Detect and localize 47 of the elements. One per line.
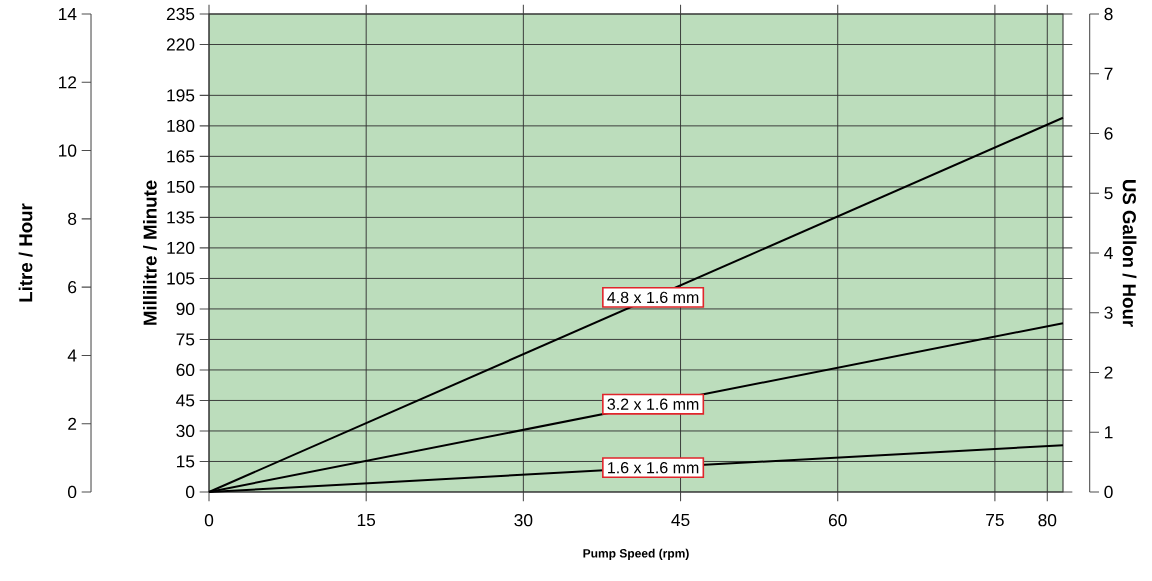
y2-tick-label: 7 [1104,67,1113,80]
y-tick-label: 180 [167,119,195,132]
y2-tick-label: 0 [1104,485,1113,499]
y-tick-label: 135 [167,211,195,224]
x-tick-label: 75 [986,514,1004,527]
y3-tick-label: 8 [68,212,77,225]
y2-tick-label: 2 [1104,366,1113,379]
y-tick-label: 165 [167,150,195,163]
y2-tick-label: 3 [1104,306,1113,319]
y-tick-label: 90 [176,302,195,316]
y-tick-label: 195 [167,89,195,102]
y3-tick-label: 0 [68,485,77,499]
y2-tick-label: 8 [1104,7,1113,21]
x-tick-label: 15 [357,514,376,527]
y-tick-label: 220 [166,38,195,51]
y-tick-label: 30 [176,424,195,438]
y2-axis-title: US Gallon / Hour [1122,179,1137,327]
y-tick-label: 60 [176,363,195,377]
y-tick-label: 235 [166,7,195,21]
y3-tick-label: 4 [67,349,77,362]
y3-tick-label: 14 [59,8,77,20]
y-axis-title: Millilitre / Minute [142,180,157,325]
y-tick-label: 120 [167,241,195,255]
x-tick-label: 0 [204,514,214,527]
y3-tick-label: 6 [68,280,77,294]
y-tick-label: 15 [177,455,195,468]
y-tick-label: 45 [176,394,195,407]
y2-tick-label: 4 [1104,247,1113,259]
y3-tick-label: 12 [59,76,77,89]
series-label: 1.6 x 1.6 mm [608,462,699,474]
y3-tick-label: 10 [59,144,77,157]
y-tick-label: 0 [186,485,195,499]
x-tick-label: 30 [514,514,533,527]
x-axis-title: Pump Speed (rpm) [583,548,689,560]
x-tick-label: 80 [1038,514,1057,527]
y3-tick-label: 2 [68,417,77,430]
y2-tick-label: 5 [1104,187,1113,200]
y-tick-label: 150 [167,180,195,194]
y-tick-label: 75 [176,333,195,346]
y3-axis-title: Litre / Hour [18,203,33,302]
y2-tick-label: 1 [1105,426,1113,439]
series-label: 4.8 x 1.6 mm [607,291,699,304]
y2-tick-label: 6 [1104,127,1113,140]
series-label: 3.2 x 1.6 mm [607,398,699,410]
x-tick-label: 45 [671,514,690,527]
x-tick-label: 60 [828,514,847,527]
y-tick-label: 105 [167,272,195,285]
